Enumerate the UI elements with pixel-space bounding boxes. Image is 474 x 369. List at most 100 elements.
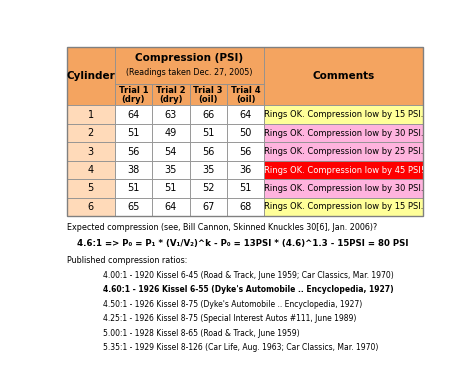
Text: 51: 51 — [127, 128, 140, 138]
Text: 56: 56 — [239, 146, 252, 156]
Text: 6: 6 — [88, 202, 94, 212]
Bar — [152, 179, 190, 198]
Bar — [190, 124, 227, 142]
Text: 51: 51 — [164, 183, 177, 193]
Text: 67: 67 — [202, 202, 214, 212]
Text: 54: 54 — [164, 146, 177, 156]
Bar — [227, 124, 264, 142]
Text: 65: 65 — [127, 202, 140, 212]
Text: 5.35:1 - 1929 Kissel 8-126 (Car Life, Aug. 1963; Car Classics, Mar. 1970): 5.35:1 - 1929 Kissel 8-126 (Car Life, Au… — [103, 343, 379, 352]
Text: 52: 52 — [202, 183, 215, 193]
Text: 63: 63 — [164, 110, 177, 120]
Bar — [66, 161, 115, 179]
Bar — [115, 142, 152, 161]
Text: 4.6:1 => P₀ = P₁ * (V₁/V₂)^k - P₀ = 13PSI * (4.6)^1.3 - 15PSI = 80 PSI: 4.6:1 => P₀ = P₁ * (V₁/V₂)^k - P₀ = 13PS… — [77, 239, 409, 248]
Text: Trial 2: Trial 2 — [156, 86, 186, 94]
Text: 50: 50 — [239, 128, 252, 138]
Bar — [190, 198, 227, 216]
Text: Rings OK. Compression low by 45 PSI!: Rings OK. Compression low by 45 PSI! — [264, 166, 424, 175]
Bar — [152, 142, 190, 161]
Text: 4: 4 — [88, 165, 94, 175]
Bar — [190, 142, 227, 161]
Bar — [264, 161, 423, 179]
Text: 4.60:1 - 1926 Kissel 6-55 (Dyke's Automobile .. Encyclopedia, 1927): 4.60:1 - 1926 Kissel 6-55 (Dyke's Automo… — [103, 285, 394, 294]
Text: Rings OK. Compression low by 30 PSI.: Rings OK. Compression low by 30 PSI. — [264, 184, 423, 193]
Text: (Readings taken Dec. 27, 2005): (Readings taken Dec. 27, 2005) — [126, 68, 253, 77]
Bar — [152, 161, 190, 179]
Text: 68: 68 — [239, 202, 252, 212]
Text: Trial 3: Trial 3 — [193, 86, 223, 94]
Text: (dry): (dry) — [159, 95, 182, 104]
Bar — [115, 161, 152, 179]
Bar — [66, 47, 115, 106]
Bar — [264, 106, 423, 124]
Text: 4.25:1 - 1926 Kissel 8-75 (Special Interest Autos #111, June 1989): 4.25:1 - 1926 Kissel 8-75 (Special Inter… — [103, 314, 357, 323]
Bar — [66, 142, 115, 161]
Text: Comments: Comments — [312, 71, 375, 81]
Text: Cylinder: Cylinder — [66, 71, 115, 81]
Text: 56: 56 — [127, 146, 140, 156]
Text: 64: 64 — [239, 110, 252, 120]
Bar — [115, 124, 152, 142]
Bar — [264, 124, 423, 142]
Text: 1: 1 — [88, 110, 94, 120]
Bar — [264, 47, 423, 106]
Text: 38: 38 — [128, 165, 139, 175]
Bar — [190, 179, 227, 198]
Bar — [66, 124, 115, 142]
Text: 35: 35 — [164, 165, 177, 175]
Bar — [264, 179, 423, 198]
Text: 5: 5 — [88, 183, 94, 193]
Bar — [115, 198, 152, 216]
Bar — [115, 106, 152, 124]
Text: (oil): (oil) — [199, 95, 218, 104]
Text: 4.00:1 - 1920 Kissel 6-45 (Road & Track, June 1959; Car Classics, Mar. 1970): 4.00:1 - 1920 Kissel 6-45 (Road & Track,… — [103, 271, 394, 280]
Bar — [190, 161, 227, 179]
Bar — [115, 47, 264, 84]
Bar — [152, 106, 190, 124]
Text: 36: 36 — [239, 165, 252, 175]
Text: 4.50:1 - 1926 Kissel 8-75 (Dyke's Automobile .. Encyclopedia, 1927): 4.50:1 - 1926 Kissel 8-75 (Dyke's Automo… — [103, 300, 363, 309]
Text: Published compression ratios:: Published compression ratios: — [66, 256, 187, 265]
Text: Rings OK. Compression low by 15 PSI.: Rings OK. Compression low by 15 PSI. — [264, 203, 423, 211]
Bar — [115, 84, 152, 106]
Bar — [152, 84, 190, 106]
Text: 3: 3 — [88, 146, 94, 156]
Text: (oil): (oil) — [236, 95, 255, 104]
Text: 51: 51 — [202, 128, 214, 138]
Text: Rings OK. Compression low by 15 PSI.: Rings OK. Compression low by 15 PSI. — [264, 110, 423, 119]
Bar — [227, 179, 264, 198]
Text: 2: 2 — [88, 128, 94, 138]
Text: 64: 64 — [164, 202, 177, 212]
Text: Rings OK. Compression low by 30 PSI.: Rings OK. Compression low by 30 PSI. — [264, 128, 423, 138]
Text: Trial 4: Trial 4 — [231, 86, 261, 94]
Text: 64: 64 — [128, 110, 139, 120]
Text: Trial 1: Trial 1 — [118, 86, 148, 94]
Text: 35: 35 — [202, 165, 214, 175]
Text: Compression (PSI): Compression (PSI) — [136, 53, 244, 63]
Text: 51: 51 — [239, 183, 252, 193]
Text: 66: 66 — [202, 110, 214, 120]
Bar — [227, 142, 264, 161]
Text: 49: 49 — [164, 128, 177, 138]
Bar — [66, 198, 115, 216]
Text: 51: 51 — [127, 183, 140, 193]
Bar — [227, 198, 264, 216]
Bar — [227, 106, 264, 124]
Bar — [66, 179, 115, 198]
Bar — [264, 142, 423, 161]
Bar — [152, 198, 190, 216]
Bar — [66, 47, 423, 216]
Text: 56: 56 — [202, 146, 214, 156]
Bar — [227, 84, 264, 106]
Bar — [66, 106, 115, 124]
Bar — [190, 106, 227, 124]
Bar — [115, 179, 152, 198]
Bar — [190, 84, 227, 106]
Text: 5.00:1 - 1928 Kissel 8-65 (Road & Track, June 1959): 5.00:1 - 1928 Kissel 8-65 (Road & Track,… — [103, 329, 300, 338]
Text: Expected compression (see, Bill Cannon, Skinned Knuckles 30[6], Jan. 2006)?: Expected compression (see, Bill Cannon, … — [66, 223, 377, 232]
Bar — [264, 198, 423, 216]
Bar — [227, 161, 264, 179]
Text: Rings OK. Compression low by 25 PSI.: Rings OK. Compression low by 25 PSI. — [264, 147, 423, 156]
Bar — [152, 124, 190, 142]
